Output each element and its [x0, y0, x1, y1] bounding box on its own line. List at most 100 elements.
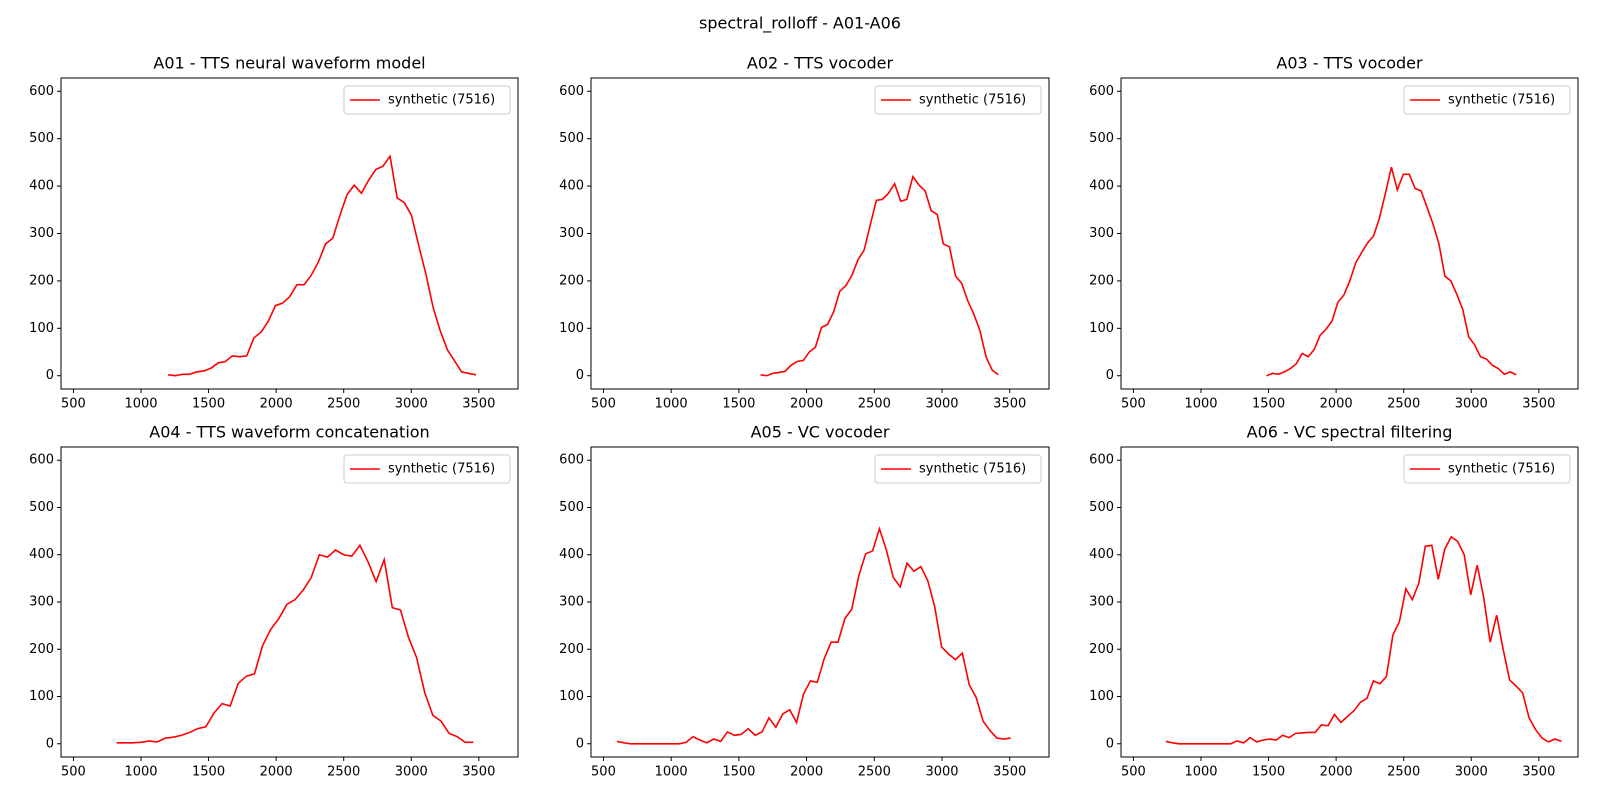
y-tick-label: 400 — [559, 547, 584, 562]
x-tick-label: 2000 — [260, 397, 293, 412]
axes-frame — [60, 77, 519, 390]
subplot-title: A03 - TTS vocoder — [1276, 54, 1423, 73]
legend-box — [874, 454, 1042, 484]
figure-title: spectral_rolloff - A01-A06 — [699, 14, 901, 34]
data-line — [760, 174, 999, 377]
subplot-title: A04 - TTS waveform concatenation — [149, 423, 429, 442]
y-tick-label: 400 — [1089, 547, 1114, 562]
legend-box — [343, 454, 511, 484]
y-tick-label: 300 — [559, 226, 584, 241]
y-tick-label: 500 — [559, 131, 584, 146]
x-tick-label: 3500 — [1522, 765, 1555, 780]
y-tick-label: 300 — [559, 595, 584, 610]
x-tick-label: 3000 — [925, 397, 958, 412]
axes-frame — [1120, 446, 1579, 758]
x-tick-label: 2500 — [1387, 397, 1420, 412]
x-tick-label: 2500 — [327, 765, 360, 780]
y-tick-label: 300 — [29, 226, 54, 241]
y-tick-label: 600 — [559, 84, 584, 99]
y-tick-label: 0 — [1106, 368, 1114, 383]
x-tick-label: 1000 — [124, 765, 157, 780]
x-tick-label: 3500 — [993, 765, 1026, 780]
y-tick-label: 500 — [1089, 500, 1114, 515]
y-tick-label: 200 — [1089, 642, 1114, 657]
x-tick-label: 2000 — [1320, 765, 1353, 780]
x-tick-label: 3500 — [462, 765, 495, 780]
x-tick-label: 1500 — [722, 397, 755, 412]
x-tick-label: 1500 — [1252, 397, 1285, 412]
x-tick-label: 500 — [1121, 397, 1146, 412]
y-tick-label: 100 — [29, 689, 54, 704]
x-tick-label: 1500 — [192, 765, 225, 780]
y-tick-label: 600 — [29, 84, 54, 99]
x-tick-label: 3000 — [925, 765, 958, 780]
y-tick-label: 500 — [29, 131, 54, 146]
y-tick-label: 0 — [576, 368, 584, 383]
x-tick-label: 2000 — [790, 397, 823, 412]
y-tick-label: 400 — [559, 179, 584, 194]
y-tick-label: 200 — [1089, 273, 1114, 288]
x-tick-label: 1500 — [1252, 765, 1285, 780]
legend-label: synthetic (7516) — [388, 462, 495, 477]
y-tick-label: 300 — [29, 595, 54, 610]
y-tick-label: 400 — [1089, 179, 1114, 194]
legend-label: synthetic (7516) — [919, 93, 1026, 108]
subplot-title: A01 - TTS neural waveform model — [153, 54, 425, 73]
axes-frame — [590, 446, 1050, 758]
y-tick-label: 100 — [1089, 689, 1114, 704]
x-tick-label: 2500 — [327, 397, 360, 412]
x-tick-label: 3000 — [1455, 397, 1488, 412]
subplot-title: A05 - VC vocoder — [751, 423, 890, 442]
y-tick-label: 200 — [559, 273, 584, 288]
legend-box — [1403, 454, 1571, 484]
y-tick-label: 0 — [46, 736, 54, 751]
y-tick-label: 0 — [46, 368, 54, 383]
y-tick-label: 0 — [576, 736, 584, 751]
y-tick-label: 100 — [1089, 321, 1114, 336]
y-tick-label: 200 — [29, 642, 54, 657]
x-tick-label: 1000 — [655, 765, 688, 780]
axes-frame — [590, 77, 1050, 390]
y-tick-label: 500 — [29, 500, 54, 515]
subplot-title: A06 - VC spectral filtering — [1247, 423, 1453, 442]
x-tick-label: 3500 — [1522, 397, 1555, 412]
x-tick-label: 2500 — [1387, 765, 1420, 780]
x-tick-label: 3500 — [462, 397, 495, 412]
y-tick-label: 400 — [29, 179, 54, 194]
legend-box — [1403, 85, 1571, 115]
x-tick-label: 3000 — [1455, 765, 1488, 780]
x-tick-label: 3500 — [993, 397, 1026, 412]
y-tick-label: 600 — [1089, 453, 1114, 468]
x-tick-label: 500 — [61, 765, 86, 780]
x-tick-label: 2500 — [858, 765, 891, 780]
legend-label: synthetic (7516) — [388, 93, 495, 108]
legend-label: synthetic (7516) — [1448, 93, 1555, 108]
legend-box — [343, 85, 511, 115]
x-tick-label: 1000 — [124, 397, 157, 412]
x-tick-label: 1000 — [1184, 397, 1217, 412]
axes-frame — [60, 446, 519, 758]
x-tick-label: 500 — [61, 397, 86, 412]
y-tick-label: 500 — [1089, 131, 1114, 146]
y-tick-label: 100 — [559, 321, 584, 336]
x-tick-label: 2000 — [1320, 397, 1353, 412]
x-tick-label: 2000 — [260, 765, 293, 780]
y-tick-label: 300 — [1089, 595, 1114, 610]
x-tick-label: 500 — [1121, 765, 1146, 780]
x-tick-label: 500 — [591, 765, 616, 780]
data-line — [167, 154, 477, 377]
x-tick-label: 2500 — [858, 397, 891, 412]
data-line — [116, 543, 474, 744]
subplot-title: A02 - TTS vocoder — [747, 54, 894, 73]
x-tick-label: 1500 — [722, 765, 755, 780]
y-tick-label: 600 — [29, 453, 54, 468]
data-line — [616, 526, 1011, 745]
y-tick-label: 600 — [1089, 84, 1114, 99]
